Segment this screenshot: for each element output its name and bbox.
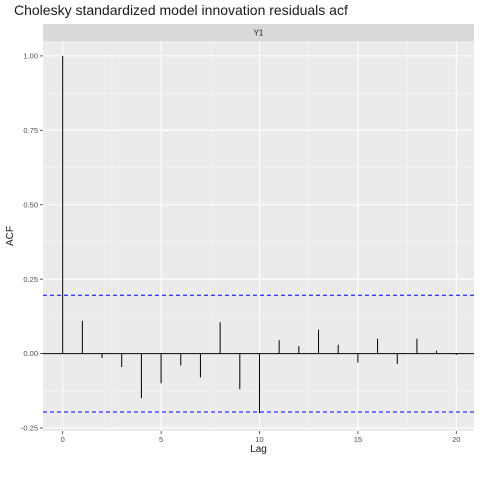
plot-panel	[43, 41, 474, 431]
x-tick-label: 10	[255, 435, 263, 444]
confidence-bounds	[43, 294, 474, 413]
y-tick-label: 0.50	[23, 200, 38, 209]
x-tick-label: 5	[159, 435, 163, 444]
y-tick-label: -0.25	[21, 424, 38, 433]
y-tick-label: 0.75	[23, 126, 38, 135]
x-tick-label: 15	[354, 435, 362, 444]
y-tick-label: 0.25	[23, 275, 38, 284]
chart-title: Cholesky standardized model innovation r…	[14, 2, 348, 18]
facet-label: Y1	[254, 29, 264, 38]
x-tick-label: 0	[61, 435, 65, 444]
y-axis: -0.25 0.00 0.25 0.50 0.75 1.00	[21, 51, 43, 433]
x-axis-title: Lag	[250, 444, 267, 455]
y-tick-label: 0.00	[23, 349, 38, 358]
x-tick-label: 20	[452, 435, 460, 444]
y-tick-label: 1.00	[23, 51, 38, 60]
x-axis: 0 5 10 15 20	[61, 431, 460, 444]
y-axis-title: ACF	[5, 226, 16, 246]
facet-strip	[43, 24, 474, 41]
acf-spikes	[62, 55, 457, 414]
minor-gridlines	[43, 41, 474, 431]
